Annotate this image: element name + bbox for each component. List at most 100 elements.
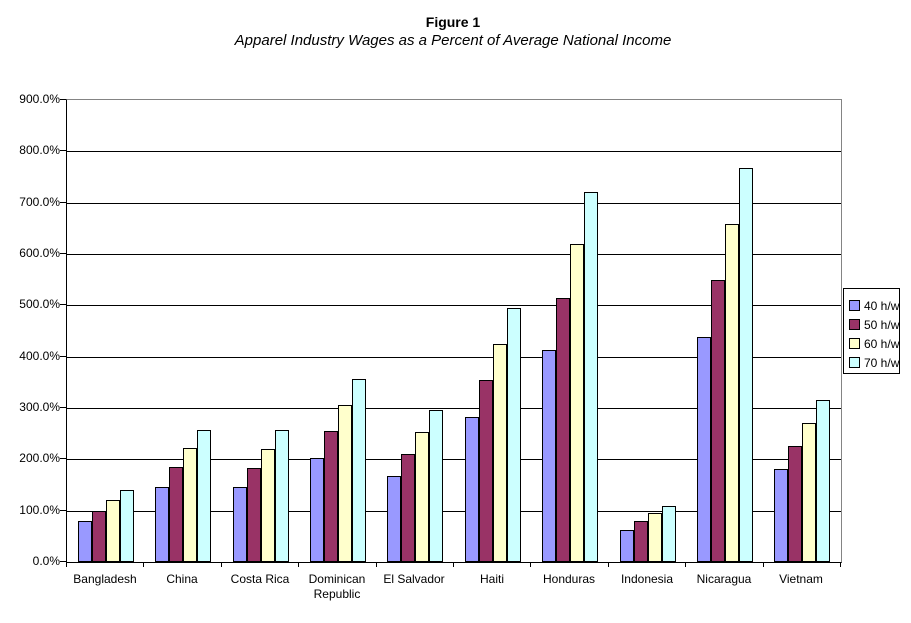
legend-label: 50 h/w: [864, 317, 900, 332]
legend-label: 60 h/w: [864, 336, 900, 351]
legend-swatch-icon: [849, 357, 860, 368]
bar: [275, 430, 289, 562]
x-axis-category-label: Dominican Republic: [308, 572, 366, 601]
y-axis-tick-label: 100.0%: [19, 503, 60, 517]
x-axis-tick: [763, 562, 764, 567]
x-axis-tick: [376, 562, 377, 567]
y-axis-tick: [60, 458, 66, 459]
bar: [788, 446, 802, 562]
bar: [183, 448, 197, 562]
title-block: Figure 1 Apparel Industry Wages as a Per…: [0, 14, 906, 50]
y-axis-tick-label: 900.0%: [19, 92, 60, 106]
bar: [697, 337, 711, 562]
gridline: [67, 254, 841, 255]
x-axis-category-label: Haiti: [479, 572, 504, 586]
y-axis-tick: [60, 510, 66, 511]
bar: [542, 350, 556, 562]
x-axis-tick: [221, 562, 222, 567]
bar: [620, 530, 634, 562]
x-axis-tick: [298, 562, 299, 567]
y-axis-tick-label: 300.0%: [19, 400, 60, 414]
bar: [352, 379, 366, 562]
legend-label: 70 h/w: [864, 355, 900, 370]
bar: [556, 298, 570, 562]
y-axis-tick: [60, 407, 66, 408]
x-axis-category-label: El Salvador: [383, 572, 445, 586]
bar: [662, 506, 676, 562]
bar: [261, 449, 275, 562]
legend-item: 40 h/w: [849, 296, 899, 315]
legend-swatch-icon: [849, 300, 860, 311]
bar: [155, 487, 169, 562]
x-axis-category-label: Vietnam: [779, 572, 823, 586]
y-axis-tick-label: 400.0%: [19, 349, 60, 363]
x-axis-category-label: Costa Rica: [230, 572, 290, 586]
bar: [233, 487, 247, 562]
gridline: [67, 203, 841, 204]
y-axis-tick: [60, 150, 66, 151]
chart-title: Figure 1: [425, 14, 481, 30]
gridline: [67, 357, 841, 358]
x-axis-category-label: Indonesia: [620, 572, 674, 586]
legend-label: 40 h/w: [864, 298, 900, 313]
x-axis-category-label: China: [166, 572, 198, 586]
x-axis-tick: [685, 562, 686, 567]
bar: [725, 224, 739, 562]
y-axis-tick: [60, 304, 66, 305]
y-axis-tick: [60, 253, 66, 254]
bar: [106, 500, 120, 562]
bar: [387, 476, 401, 562]
bar: [802, 423, 816, 562]
y-axis-tick-label: 500.0%: [19, 297, 60, 311]
bar: [120, 490, 134, 562]
legend-item: 60 h/w: [849, 334, 899, 353]
bar: [493, 344, 507, 562]
y-axis-tick-label: 700.0%: [19, 195, 60, 209]
legend: 40 h/w 50 h/w 60 h/w 70 h/w: [843, 288, 900, 374]
bar: [338, 405, 352, 562]
x-axis-tick: [608, 562, 609, 567]
bar: [247, 468, 261, 562]
x-axis-category-label: Bangladesh: [73, 572, 137, 586]
x-axis-tick: [530, 562, 531, 567]
y-axis-tick-label: 0.0%: [32, 554, 60, 568]
y-axis-tick-label: 800.0%: [19, 143, 60, 157]
bar: [648, 513, 662, 562]
gridline: [67, 408, 841, 409]
y-axis-tick: [60, 561, 66, 562]
gridline: [67, 459, 841, 460]
bar: [584, 192, 598, 562]
legend-item: 70 h/w: [849, 353, 899, 372]
bar: [634, 521, 648, 562]
bar: [570, 244, 584, 562]
bar: [78, 521, 92, 562]
bar: [169, 467, 183, 562]
legend-item: 50 h/w: [849, 315, 899, 334]
bar: [479, 380, 493, 562]
y-axis-tick: [60, 99, 66, 100]
chart-subtitle: Apparel Industry Wages as a Percent of A…: [234, 32, 672, 49]
bar: [465, 417, 479, 562]
bar: [92, 511, 106, 562]
bar: [324, 431, 338, 562]
x-axis-tick: [840, 562, 841, 567]
legend-swatch-icon: [849, 319, 860, 330]
bar: [711, 280, 725, 562]
bar: [816, 400, 830, 562]
y-axis-tick-label: 200.0%: [19, 451, 60, 465]
gridline: [67, 151, 841, 152]
bar: [197, 430, 211, 562]
y-axis-tick: [60, 202, 66, 203]
bar: [774, 469, 788, 562]
x-axis-tick: [143, 562, 144, 567]
bar: [739, 168, 753, 562]
y-axis-tick-label: 600.0%: [19, 246, 60, 260]
x-axis-tick: [453, 562, 454, 567]
bar: [507, 308, 521, 562]
gridline: [67, 305, 841, 306]
x-axis-tick: [66, 562, 67, 567]
plot-area: [66, 99, 842, 563]
bar: [401, 454, 415, 562]
x-axis-category-label: Nicaragua: [696, 572, 752, 586]
